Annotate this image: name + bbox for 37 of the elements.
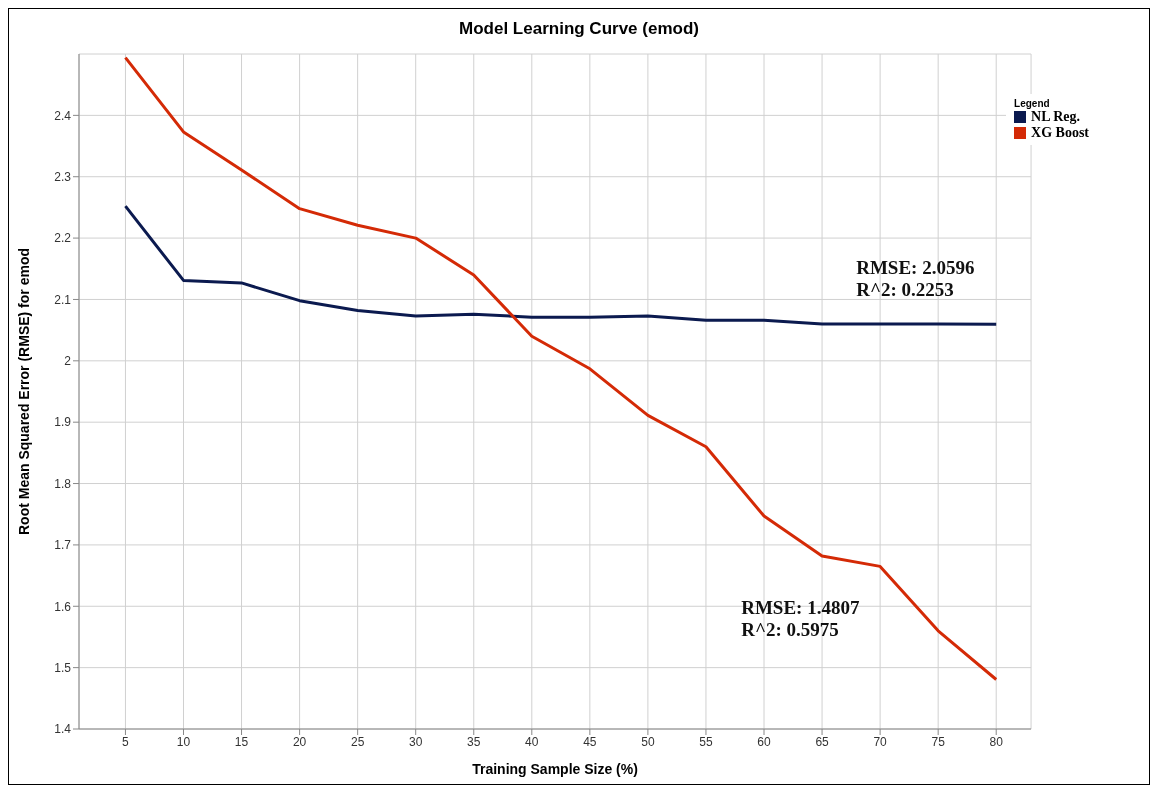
x-tick-label: 35	[467, 734, 481, 749]
y-tick-label: 1.4	[54, 722, 72, 737]
x-tick-label: 30	[409, 734, 423, 749]
annotation: RMSE: 1.4807 R^2: 0.5975	[741, 597, 860, 641]
annotation: RMSE: 2.0596 R^2: 0.2253	[856, 257, 975, 301]
x-tick-label: 80	[989, 734, 1004, 749]
legend-label: NL Reg.	[1031, 109, 1081, 125]
y-tick-label: 1.7	[54, 538, 72, 553]
y-tick-label: 1.8	[54, 476, 72, 491]
x-tick-label: 75	[931, 734, 946, 749]
y-tick-label: 1.6	[54, 599, 72, 614]
x-tick-label: 70	[873, 734, 888, 749]
y-tick-label: 2.1	[54, 292, 72, 307]
y-tick-label: 2	[64, 354, 72, 369]
y-tick-label: 1.5	[54, 660, 72, 675]
x-tick-label: 15	[234, 734, 249, 749]
y-axis-title: Root Mean Squared Error (RMSE) for emod	[15, 247, 32, 536]
x-tick-label: 45	[583, 734, 597, 749]
x-tick-label: 20	[292, 734, 307, 749]
chart-title: Model Learning Curve (emod)	[458, 18, 700, 40]
x-tick-label: 10	[176, 734, 191, 749]
x-tick-label: 40	[525, 734, 539, 749]
x-axis-title: Training Sample Size (%)	[472, 761, 638, 777]
x-tick-label: 55	[699, 734, 713, 749]
x-tick-label: 50	[641, 734, 655, 749]
x-tick-label: 65	[815, 734, 830, 749]
x-tick-label: 60	[757, 734, 771, 749]
x-tick-label: 25	[350, 734, 365, 749]
legend-title: Legend	[1014, 98, 1051, 109]
y-tick-label: 2.4	[54, 108, 72, 123]
line-series	[123, 56, 998, 681]
legend-label: XG Boost	[1031, 125, 1089, 141]
y-tick-label: 2.3	[54, 169, 72, 184]
y-tick-label: 2.2	[54, 231, 72, 246]
y-tick-label: 1.9	[54, 415, 72, 430]
line-series	[123, 204, 998, 326]
x-tick-label: 5	[122, 734, 130, 749]
